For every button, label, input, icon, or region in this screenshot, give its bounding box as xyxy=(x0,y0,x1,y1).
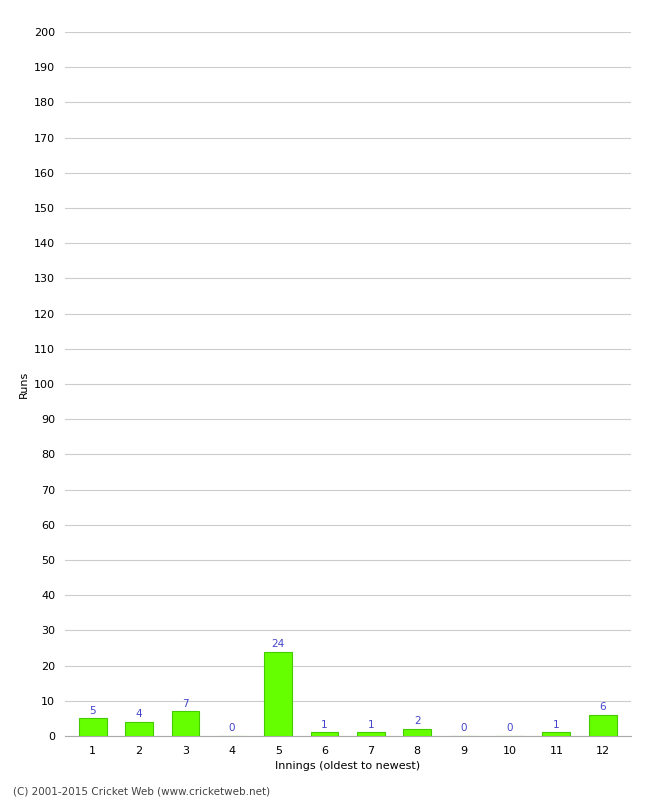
X-axis label: Innings (oldest to newest): Innings (oldest to newest) xyxy=(275,762,421,771)
Bar xyxy=(543,733,570,736)
Text: 1: 1 xyxy=(553,720,560,730)
Text: 7: 7 xyxy=(182,698,189,709)
Text: 1: 1 xyxy=(321,720,328,730)
Text: (C) 2001-2015 Cricket Web (www.cricketweb.net): (C) 2001-2015 Cricket Web (www.cricketwe… xyxy=(13,786,270,796)
Bar xyxy=(125,722,153,736)
Text: 6: 6 xyxy=(599,702,606,712)
Text: 0: 0 xyxy=(507,723,514,733)
Y-axis label: Runs: Runs xyxy=(19,370,29,398)
Text: 2: 2 xyxy=(414,716,421,726)
Bar xyxy=(311,733,339,736)
Bar xyxy=(404,729,431,736)
Text: 5: 5 xyxy=(90,706,96,715)
Text: 24: 24 xyxy=(272,638,285,649)
Text: 0: 0 xyxy=(229,723,235,733)
Text: 0: 0 xyxy=(460,723,467,733)
Text: 4: 4 xyxy=(136,709,142,719)
Bar xyxy=(589,715,617,736)
Text: 1: 1 xyxy=(368,720,374,730)
Bar xyxy=(265,651,292,736)
Bar xyxy=(172,711,200,736)
Bar xyxy=(79,718,107,736)
Bar xyxy=(357,733,385,736)
